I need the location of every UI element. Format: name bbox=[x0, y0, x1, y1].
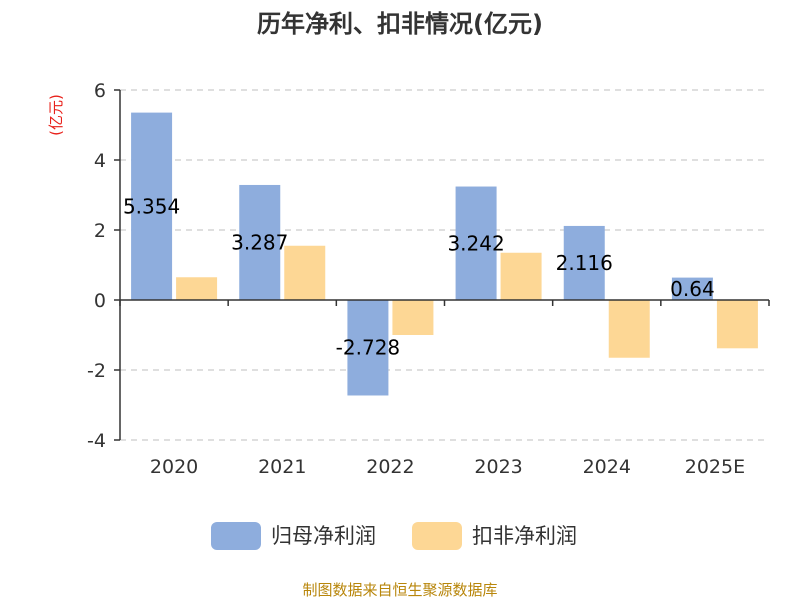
x-tick-label: 2020 bbox=[150, 456, 198, 478]
data-label: 5.354 bbox=[123, 194, 180, 218]
gridlines bbox=[120, 89, 769, 441]
legend-adjusted-profit[interactable]: 扣非净利润 bbox=[412, 522, 577, 550]
bar-net-profit bbox=[671, 277, 713, 300]
y-tick-label: -4 bbox=[87, 430, 106, 452]
legend-swatch bbox=[211, 522, 261, 550]
legend-label: 扣非净利润 bbox=[472, 524, 577, 548]
bar-adjusted-profit bbox=[176, 277, 218, 300]
bar-adjusted-profit bbox=[500, 252, 542, 300]
chart-title: 历年净利、扣非情况(亿元) bbox=[257, 10, 543, 38]
bar-net-profit bbox=[347, 300, 389, 396]
legend[interactable]: 归母净利润 扣非净利润 bbox=[211, 522, 577, 550]
bar-net-profit bbox=[131, 112, 173, 300]
legend-swatch bbox=[412, 522, 462, 550]
legend-net-profit[interactable]: 归母净利润 bbox=[211, 522, 376, 550]
data-label: 0.64 bbox=[670, 277, 715, 301]
data-label: 2.116 bbox=[556, 251, 613, 275]
x-tick-label: 2021 bbox=[258, 456, 306, 478]
bar-adjusted-profit bbox=[716, 300, 758, 349]
x-tick-label: 2022 bbox=[366, 456, 414, 478]
bar-adjusted-profit bbox=[392, 300, 434, 335]
data-label: -2.728 bbox=[336, 336, 400, 360]
bars bbox=[131, 112, 758, 396]
y-tick-label: 0 bbox=[94, 290, 106, 312]
x-tick-label: 2024 bbox=[583, 456, 631, 478]
y-tick-label: -2 bbox=[87, 360, 106, 382]
data-label: 3.287 bbox=[231, 230, 288, 254]
x-tick-label: 2025E bbox=[685, 456, 745, 478]
data-label: 3.242 bbox=[447, 231, 504, 255]
bar-net-profit bbox=[455, 186, 497, 300]
y-tick-label: 4 bbox=[94, 150, 106, 172]
data-labels: 5.354 3.287 -2.728 3.242 2.116 0.64 bbox=[123, 194, 715, 359]
x-tick-label: 2023 bbox=[474, 456, 522, 478]
legend-label: 归母净利润 bbox=[271, 524, 376, 548]
y-tick-label: 2 bbox=[94, 220, 106, 242]
unit-label: (亿元) bbox=[47, 94, 65, 136]
bar-adjusted-profit bbox=[608, 300, 650, 358]
bar-net-profit bbox=[239, 184, 281, 300]
y-tick-label: 6 bbox=[94, 80, 106, 102]
axes: -4 -2 0 2 4 6 2020 2021 2022 2023 2024 2025E bbox=[87, 80, 770, 478]
source-note: 制图数据来自恒生聚源数据库 bbox=[302, 581, 497, 599]
bar-net-profit bbox=[563, 225, 605, 300]
bar-adjusted-profit bbox=[284, 245, 326, 300]
